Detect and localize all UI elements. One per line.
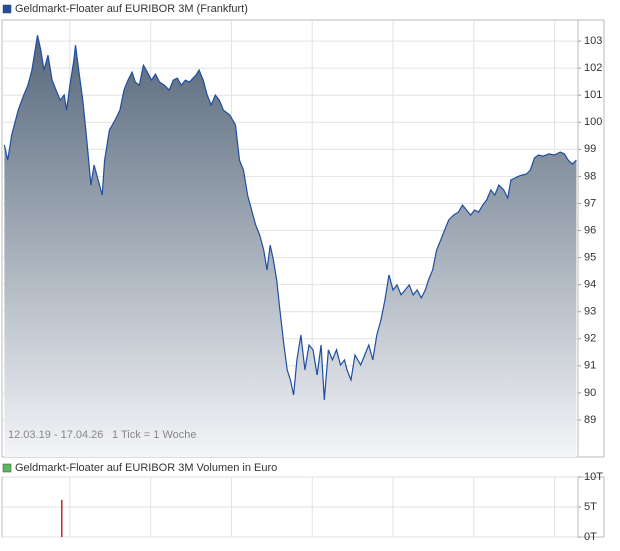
y-tick-label: 101 [584, 89, 602, 101]
footnote-tick: 1 Tick = 1 Woche [112, 429, 196, 441]
y-tick-label: 100 [584, 116, 602, 128]
legend-label: Geldmarkt-Floater auf EURIBOR 3M (Frankf… [15, 3, 248, 15]
footnote-range: 12.03.19 - 17.04.26 [8, 429, 103, 441]
area [4, 35, 577, 457]
y-tick-label: 10T [584, 471, 603, 483]
y-tick-label: 95 [584, 251, 596, 263]
y-tick-label: 103 [584, 35, 602, 47]
y-tick-label: 99 [584, 143, 596, 155]
y-tick-label: 89 [584, 414, 596, 426]
y-tick-label: 90 [584, 387, 596, 399]
y-tick-label: 94 [584, 279, 596, 291]
legend-label: Geldmarkt-Floater auf EURIBOR 3M Volumen… [15, 462, 277, 474]
y-tick-label: 5T [584, 501, 597, 513]
y-tick-label: 91 [584, 360, 596, 372]
line [3, 35, 577, 400]
y-tick-label: 0T [584, 531, 597, 543]
y-tick-label: 92 [584, 333, 596, 345]
y-tick-label: 96 [584, 224, 596, 236]
y-tick-label: 93 [584, 306, 596, 318]
legend-swatch [2, 4, 12, 14]
y-tick-label: 102 [584, 62, 602, 74]
legend-swatch [2, 463, 12, 473]
bar [61, 499, 63, 537]
y-tick-label: 97 [584, 197, 596, 209]
y-tick-label: 98 [584, 170, 596, 182]
